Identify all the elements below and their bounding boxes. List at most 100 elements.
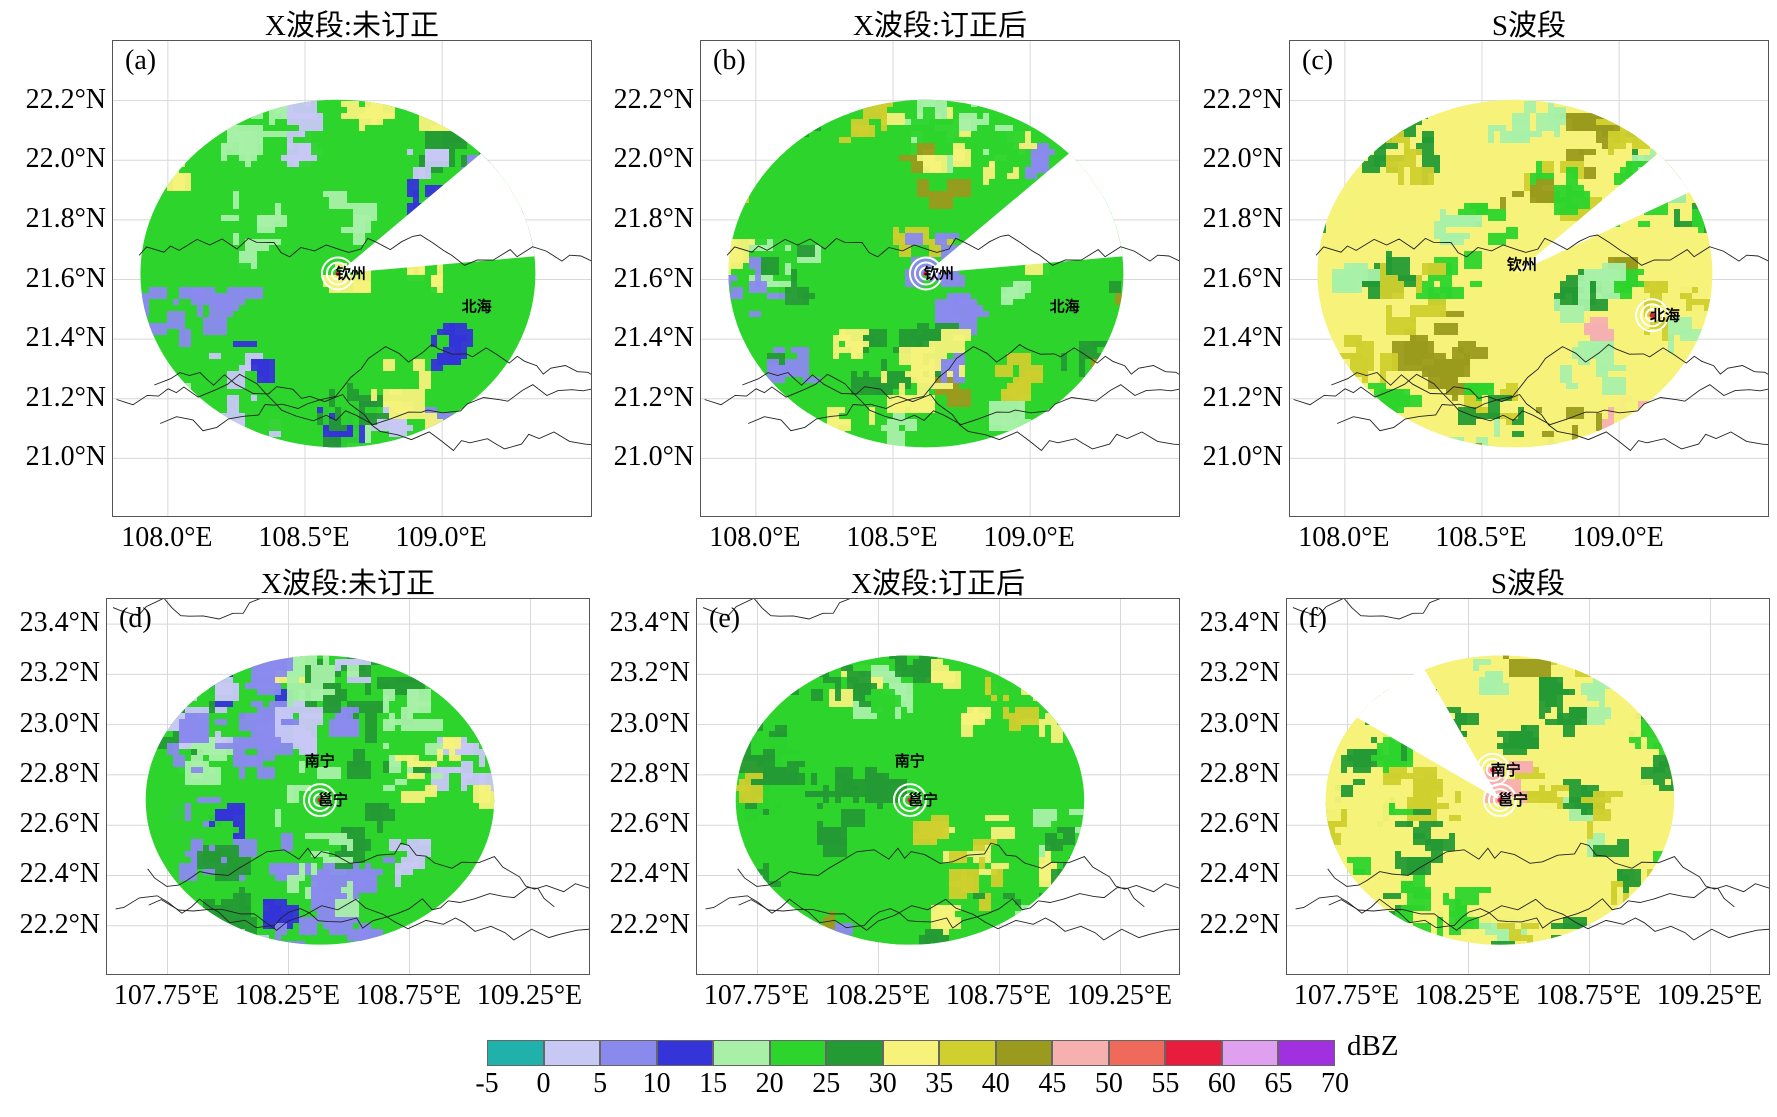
lon-tick-label: 108.0°E bbox=[121, 522, 213, 553]
lon-tick-label: 108.25°E bbox=[824, 980, 931, 1011]
lat-tick-label: 22.2°N bbox=[1199, 908, 1280, 940]
colorbar-segment bbox=[882, 1040, 940, 1066]
lon-tick-label: 108.0°E bbox=[1298, 522, 1390, 553]
lat-tick-label: 22.8°N bbox=[609, 757, 690, 789]
panel-tag-e: (e) bbox=[709, 603, 741, 634]
lon-tick-label: 109.25°E bbox=[1066, 980, 1173, 1011]
radar-range-ring bbox=[312, 793, 327, 808]
radar-range-ring bbox=[1487, 788, 1512, 813]
map-panel-b: 钦州 北海 (b) bbox=[700, 40, 1180, 517]
city-label: 北海 bbox=[462, 297, 492, 315]
boundary-line bbox=[115, 887, 555, 929]
boundary-line bbox=[1328, 898, 1769, 941]
boundary-line bbox=[116, 373, 591, 426]
lat-tick-label: 22.2°N bbox=[609, 908, 690, 940]
city-label: 南宁 bbox=[305, 752, 335, 770]
lat-tick-label: 22.2°N bbox=[25, 83, 106, 115]
lat-tick-label: 23.4°N bbox=[609, 607, 690, 639]
radar-echo-f bbox=[1325, 655, 1675, 945]
radar-range-ring bbox=[1480, 757, 1505, 782]
radar-range-ring bbox=[307, 788, 332, 813]
city-label: 北海 bbox=[1650, 306, 1680, 324]
lon-tick-label: 108.25°E bbox=[234, 980, 341, 1011]
panel-tag-a: (a) bbox=[125, 45, 157, 76]
lat-tick-label: 23.0°N bbox=[609, 707, 690, 739]
lon-tick-label: 108.5°E bbox=[1435, 522, 1527, 553]
colorbar-tick-label: 30 bbox=[868, 1068, 897, 1099]
boundary-line bbox=[1295, 887, 1735, 929]
radar-range-ring bbox=[897, 788, 922, 813]
city-label: 钦州 bbox=[336, 265, 366, 283]
city-label: 北海 bbox=[1050, 297, 1080, 315]
radar-echo-c bbox=[1317, 99, 1713, 448]
colorbar-unit: dBZ bbox=[1347, 1030, 1399, 1062]
boundary-line bbox=[154, 371, 591, 452]
lat-tick-label: 22.0°N bbox=[25, 143, 106, 175]
panel-tag-f: (f) bbox=[1299, 603, 1327, 634]
colorbar-segment bbox=[1108, 1040, 1166, 1066]
map-panel-e: 南宁 邕宁 (e) bbox=[696, 598, 1180, 975]
panel-tag-d: (d) bbox=[119, 603, 152, 634]
lat-tick-label: 21.8°N bbox=[25, 202, 106, 234]
radar-range-ring bbox=[1482, 783, 1517, 818]
lat-tick-label: 22.2°N bbox=[19, 908, 100, 940]
panel-title-e: X波段:订正后 bbox=[850, 568, 1026, 600]
map-panel-f: 南宁 邕宁 (f) bbox=[1286, 598, 1770, 975]
lat-tick-label: 21.0°N bbox=[1202, 441, 1283, 473]
lon-tick-label: 107.75°E bbox=[1293, 980, 1400, 1011]
lon-tick-label: 108.5°E bbox=[258, 522, 350, 553]
panel-title-a: X波段:未订正 bbox=[264, 10, 440, 42]
boundary-line bbox=[1292, 599, 1441, 620]
colorbar-tick-label: 5 bbox=[593, 1068, 608, 1099]
radar-site-marker bbox=[335, 271, 341, 277]
colorbar-segment bbox=[769, 1040, 827, 1066]
boundary-line bbox=[705, 887, 1145, 929]
lat-tick-label: 21.4°N bbox=[25, 322, 106, 354]
city-label: 南宁 bbox=[1491, 761, 1521, 779]
lon-tick-label: 109.0°E bbox=[983, 522, 1075, 553]
map-panel-d: 南宁 邕宁 (d) bbox=[106, 598, 590, 975]
radar-range-ring bbox=[302, 783, 337, 818]
radar-site-marker bbox=[1497, 797, 1503, 803]
city-label: 南宁 bbox=[895, 752, 925, 770]
radar-echo-e bbox=[735, 655, 1085, 945]
lon-tick-label: 107.75°E bbox=[703, 980, 810, 1011]
lat-tick-label: 21.4°N bbox=[613, 322, 694, 354]
colorbar bbox=[487, 1040, 1335, 1066]
lon-tick-label: 108.75°E bbox=[945, 980, 1052, 1011]
colorbar-tick-label: 55 bbox=[1151, 1068, 1180, 1099]
lat-tick-label: 21.6°N bbox=[613, 262, 694, 294]
radar-range-ring bbox=[1635, 298, 1670, 333]
radar-range-ring bbox=[325, 261, 350, 286]
boundary-line bbox=[1327, 842, 1769, 893]
lat-tick-label: 22.6°N bbox=[19, 808, 100, 840]
lat-tick-label: 22.6°N bbox=[1199, 808, 1280, 840]
radar-site-marker bbox=[923, 271, 929, 277]
colorbar-tick-label: 50 bbox=[1094, 1068, 1123, 1099]
lat-tick-label: 21.0°N bbox=[25, 441, 106, 473]
radar-site-marker bbox=[1649, 312, 1655, 318]
panel-title-f: S波段 bbox=[1490, 568, 1566, 600]
colorbar-tick-label: 20 bbox=[755, 1068, 784, 1099]
lat-tick-label: 22.0°N bbox=[613, 143, 694, 175]
radar-range-ring bbox=[918, 266, 933, 281]
lon-tick-label: 109.25°E bbox=[476, 980, 583, 1011]
boundary-line bbox=[1337, 343, 1768, 432]
colorbar-segment bbox=[600, 1040, 657, 1066]
boundary-line bbox=[138, 234, 591, 266]
lon-tick-label: 107.75°E bbox=[113, 980, 220, 1011]
boundary-line bbox=[748, 343, 1179, 432]
city-label: 邕宁 bbox=[1498, 791, 1528, 809]
colorbar-tick-label: 70 bbox=[1321, 1068, 1349, 1099]
lat-tick-label: 22.2°N bbox=[1202, 83, 1283, 115]
radar-range-ring bbox=[1645, 308, 1660, 323]
city-label: 邕宁 bbox=[908, 791, 938, 809]
city-label: 钦州 bbox=[924, 265, 954, 283]
lat-tick-label: 22.0°N bbox=[1202, 143, 1283, 175]
lat-tick-label: 22.4°N bbox=[19, 858, 100, 890]
lat-tick-label: 23.2°N bbox=[609, 657, 690, 689]
